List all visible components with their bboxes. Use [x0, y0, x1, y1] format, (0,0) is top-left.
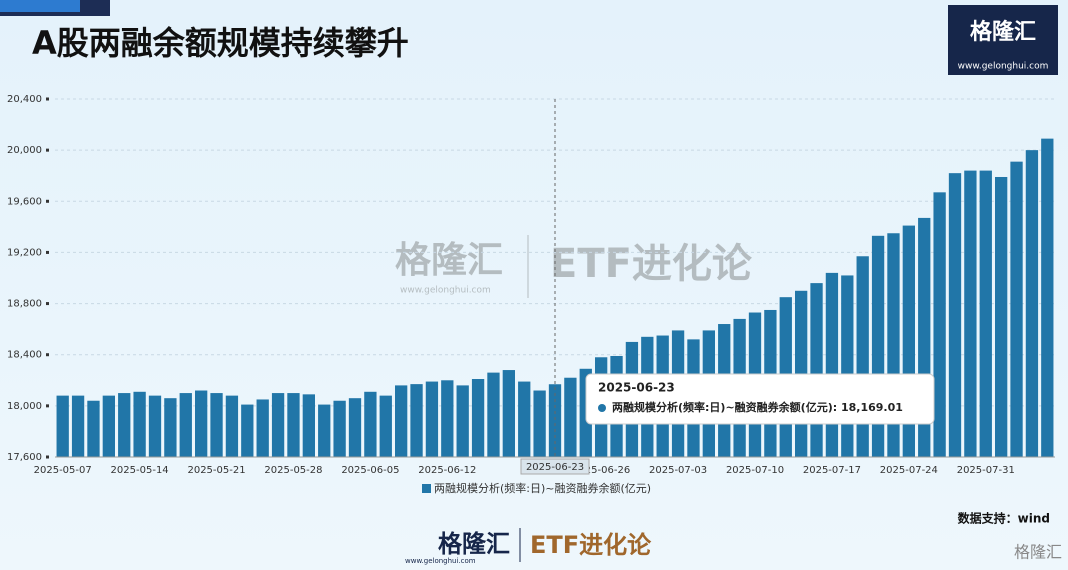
- bar: [1010, 161, 1023, 457]
- footer-logo: 格隆汇: [438, 530, 510, 558]
- corner-logo: 格隆汇: [1014, 543, 1062, 562]
- x-tick-label: 2025-05-07: [34, 465, 92, 476]
- bar: [302, 394, 315, 457]
- tooltip-title: 2025-06-23: [598, 381, 675, 395]
- title: A股两融余额规模持续攀升: [32, 24, 409, 62]
- y-tick-mark: [46, 148, 49, 152]
- y-tick-label: 20,400: [7, 94, 42, 105]
- y-tick-mark: [46, 302, 49, 306]
- legend-swatch: [422, 484, 431, 493]
- bar: [410, 384, 423, 457]
- bar: [148, 395, 162, 457]
- bar: [1025, 150, 1039, 457]
- bar: [471, 379, 485, 457]
- bar: [256, 399, 269, 457]
- y-tick-label: 18,400: [7, 350, 42, 361]
- bar: [487, 372, 500, 457]
- bar: [533, 390, 546, 457]
- wm-brand: ETF进化论: [550, 241, 753, 287]
- bar: [241, 404, 254, 457]
- bar: [856, 256, 869, 457]
- x-tick-label: 2025-05-21: [187, 465, 245, 476]
- bar: [810, 283, 823, 457]
- bar: [318, 404, 331, 457]
- bar: [564, 377, 577, 457]
- legend-label: 两融规模分析(频率:日)~融资融券余额(亿元): [434, 481, 651, 495]
- bar: [979, 170, 992, 457]
- footer-brand: ETF进化论: [530, 531, 652, 559]
- bar: [379, 395, 392, 457]
- wm-logo: 格隆汇: [395, 240, 503, 281]
- tooltip-box: [585, 373, 935, 425]
- y-tick-mark: [46, 97, 49, 101]
- logo-box: [948, 5, 1058, 75]
- bar: [87, 400, 100, 457]
- bar: [933, 192, 946, 458]
- bar: [1041, 138, 1054, 457]
- tooltip-dot: [598, 404, 606, 412]
- bar: [179, 393, 192, 457]
- axis-pointer-box: [520, 458, 590, 475]
- y-tick-label: 17,600: [7, 452, 42, 463]
- bar: [995, 176, 1008, 457]
- x-tick-label: 2025-07-31: [957, 465, 1015, 476]
- bar: [287, 393, 300, 457]
- bar: [825, 272, 839, 457]
- wm-url: www.gelonghui.com: [400, 286, 491, 296]
- bar: [133, 391, 146, 457]
- bar: [164, 398, 177, 457]
- x-tick-label: 2025-05-28: [264, 465, 322, 476]
- logo-url: www.gelonghui.com: [958, 62, 1049, 72]
- x-tick-label: 2025-07-03: [649, 465, 707, 476]
- bar: [271, 393, 285, 457]
- bar: [102, 395, 115, 457]
- bar: [210, 393, 223, 457]
- logo: 格隆汇: [970, 19, 1036, 45]
- bar: [395, 385, 408, 457]
- axis-pointer-label: 2025-06-23: [526, 462, 584, 473]
- x-tick-label: 2025-06-26: [572, 465, 630, 476]
- bar: [118, 393, 131, 457]
- x-tick-label: 2025-07-17: [803, 465, 861, 476]
- bar: [441, 380, 454, 457]
- footer-url: www.gelonghui.com: [405, 557, 476, 565]
- bar: [195, 390, 208, 457]
- y-tick-mark: [46, 250, 49, 254]
- y-tick-label: 18,800: [7, 299, 42, 310]
- bar: [841, 275, 854, 457]
- x-tick-label: 2025-06-05: [341, 465, 399, 476]
- y-tick-mark: [46, 404, 49, 408]
- bar: [71, 395, 85, 457]
- x-tick-label: 2025-05-14: [111, 465, 169, 476]
- bar: [548, 384, 562, 457]
- corner-block: [0, 0, 80, 12]
- bar: [348, 398, 362, 457]
- bar: [948, 173, 962, 457]
- y-tick-label: 19,200: [7, 247, 42, 258]
- bar: [964, 170, 977, 457]
- bar: [518, 381, 531, 457]
- y-tick-label: 19,600: [7, 196, 42, 207]
- x-tick-label: 2025-07-10: [726, 465, 784, 476]
- y-tick-label: 20,000: [7, 145, 42, 156]
- source: 数据支持：wind: [958, 511, 1050, 526]
- y-tick-mark: [46, 455, 49, 459]
- y-tick-mark: [46, 353, 49, 357]
- y-tick-label: 18,000: [7, 401, 42, 412]
- bar: [56, 395, 69, 457]
- watermark: 格隆汇 www.gelonghui.com ETF进化论: [395, 235, 753, 298]
- bar: [364, 391, 377, 457]
- bar: [333, 400, 346, 457]
- bar: [225, 395, 239, 457]
- x-tick-label: 2025-06-12: [418, 465, 476, 476]
- y-tick-mark: [46, 199, 49, 203]
- tooltip-text: 两融规模分析(频率:日)~融资融券余额(亿元): 18,169.01: [612, 400, 903, 414]
- bar: [456, 385, 469, 457]
- x-tick-label: 2025-07-24: [880, 465, 938, 476]
- bar: [502, 370, 515, 457]
- bar: [425, 381, 439, 457]
